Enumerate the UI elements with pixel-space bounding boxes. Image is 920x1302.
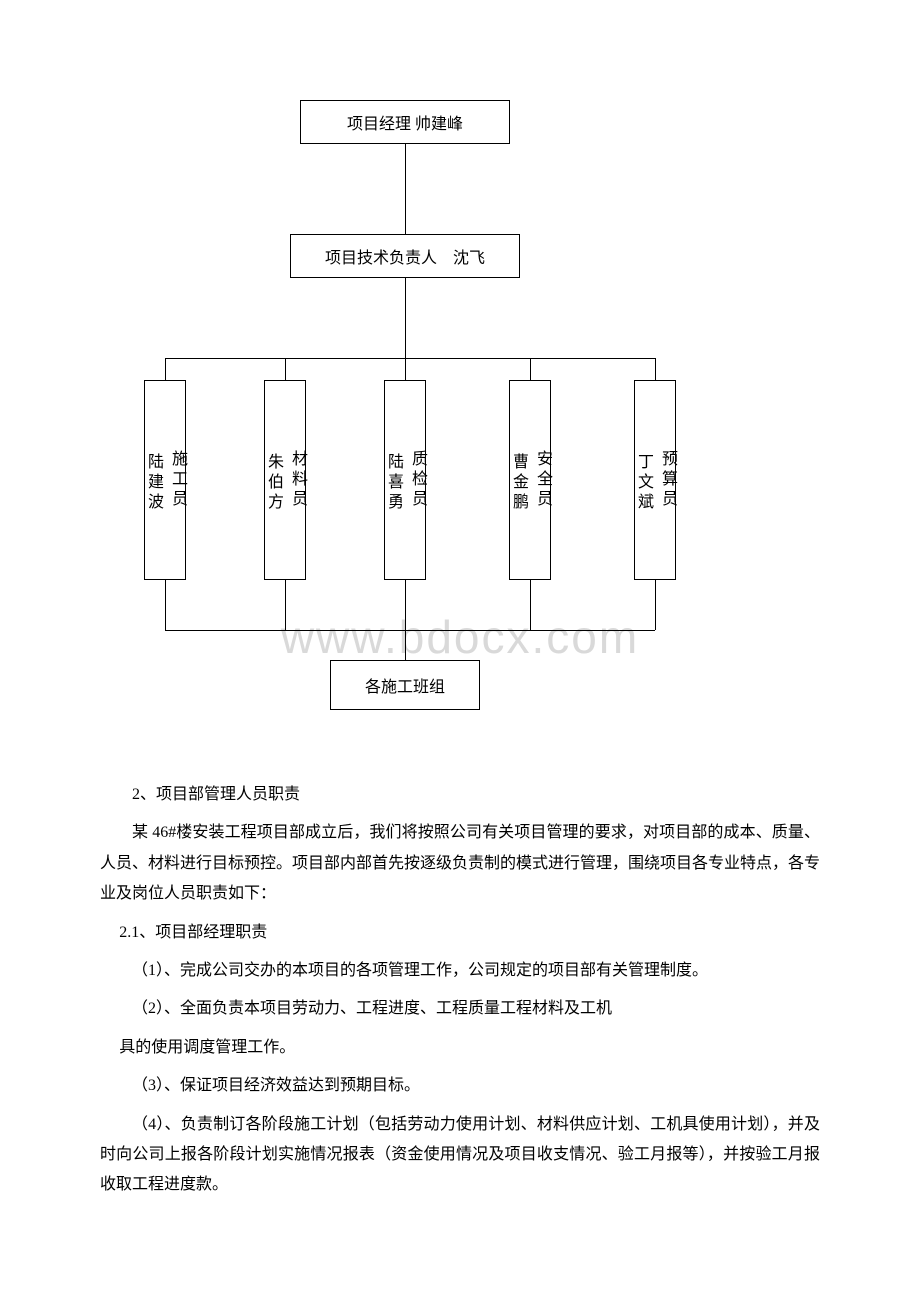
edge: [405, 630, 406, 660]
staff-name: 陆喜勇: [381, 453, 405, 513]
edge: [165, 358, 166, 380]
heading-2: 2、项目部管理人员职责: [100, 780, 820, 810]
list-item: （1）、完成公司交办的本项目的各项管理工作，公司规定的项目部有关管理制度。: [100, 956, 820, 986]
node-staff-5: 预算员丁文斌: [634, 380, 676, 580]
node-tech-lead: 项目技术负责人 沈飞: [290, 234, 520, 278]
node-teams: 各施工班组: [330, 660, 480, 710]
node-staff-3: 质检员陆喜勇: [384, 380, 426, 580]
edge: [530, 580, 531, 630]
list-item-cont: 具的使用调度管理工作。: [100, 1033, 820, 1063]
edge-bus-bottom: [165, 630, 655, 631]
edge-bus-top: [165, 358, 655, 359]
edge: [405, 358, 406, 380]
staff-name: 陆建波: [141, 453, 165, 513]
heading-2-1: 2.1、项目部经理职责: [100, 918, 820, 948]
watermark-text: www.bdocx.com: [281, 610, 639, 664]
edge: [285, 358, 286, 380]
edge: [655, 580, 656, 630]
staff-role: 安全员: [530, 447, 554, 513]
document-body: 2、项目部管理人员职责 某 46#楼安装工程项目部成立后，我们将按照公司有关项目…: [100, 780, 820, 1201]
edge: [405, 144, 406, 234]
node-project-manager: 项目经理 帅建峰: [300, 100, 510, 144]
edge: [655, 358, 656, 380]
node-staff-2: 材料员朱伯方: [264, 380, 306, 580]
staff-role: 施工员: [165, 447, 189, 513]
edge: [285, 580, 286, 630]
staff-role: 质检员: [405, 447, 429, 513]
staff-name: 朱伯方: [261, 453, 285, 513]
node-staff-4: 安全员曹金鹏: [509, 380, 551, 580]
node-staff-1: 施工员陆建波: [144, 380, 186, 580]
list-item: （4）、负责制订各阶段施工计划（包括劳动力使用计划、材料供应计划、工机具使用计划…: [100, 1110, 820, 1201]
staff-role: 材料员: [285, 447, 309, 513]
edge: [405, 580, 406, 630]
list-item: （3）、保证项目经济效益达到预期目标。: [100, 1071, 820, 1101]
list-item: （2）、全面负责本项目劳动力、工程进度、工程质量工程材料及工机: [100, 994, 820, 1024]
edge: [165, 580, 166, 630]
org-chart: www.bdocx.com 项目经理 帅建峰 项目技术负责人 沈飞 施工员陆建波…: [100, 100, 820, 740]
staff-name: 曹金鹏: [506, 453, 530, 513]
paragraph: 某 46#楼安装工程项目部成立后，我们将按照公司有关项目管理的要求，对项目部的成…: [100, 818, 820, 909]
edge: [405, 278, 406, 358]
edge: [530, 358, 531, 380]
staff-role: 预算员: [655, 447, 679, 513]
staff-name: 丁文斌: [631, 453, 655, 513]
